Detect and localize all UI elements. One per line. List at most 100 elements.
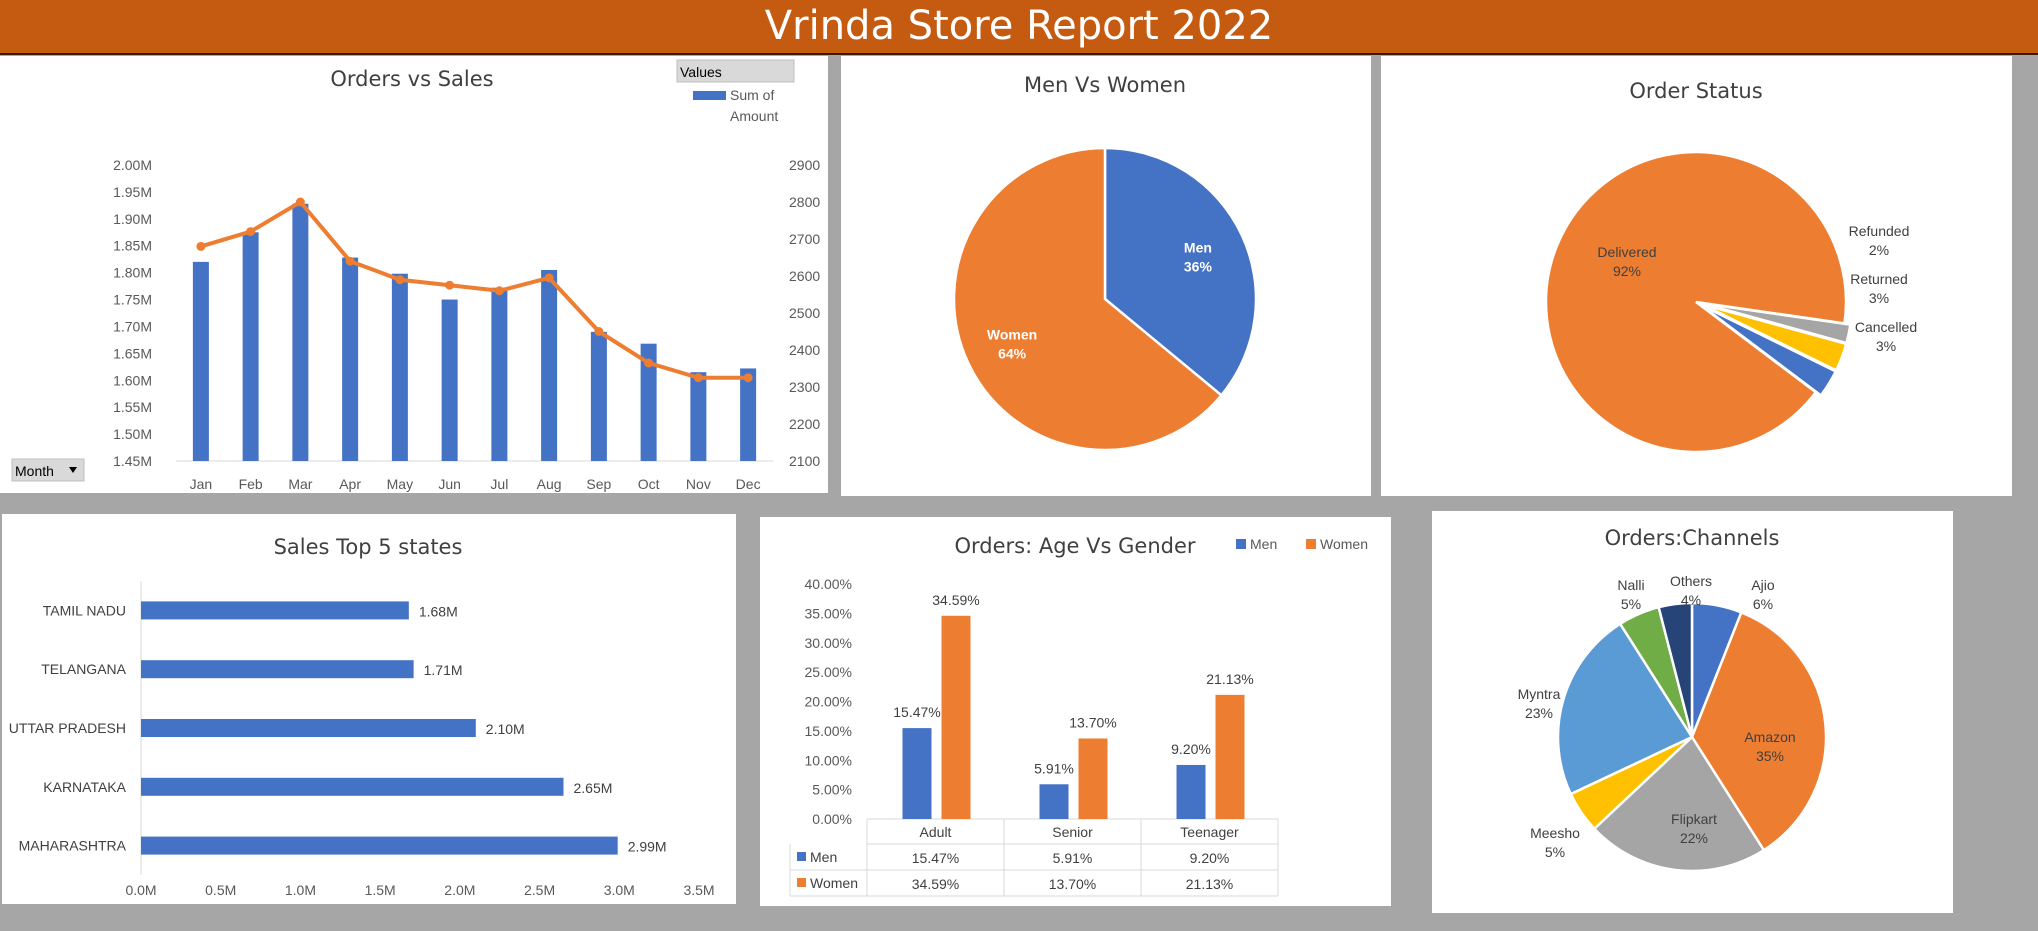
slice-pct: 35% [1756,748,1784,764]
x-tick-label: 3.0M [604,882,635,898]
y-left-tick-label: 1.55M [113,399,152,415]
y-left-tick-label: 1.85M [113,238,152,254]
orders-point [196,241,206,251]
slice-pct: 23% [1525,705,1553,721]
y-tick-label: 20.00% [805,694,852,710]
y-right-tick-label: 2700 [789,231,820,247]
y-left-tick-label: 2.00M [113,157,152,173]
slice-label: Meesho [1530,825,1580,841]
legend-swatch-women [1306,539,1316,549]
bar-state [141,719,476,737]
bar-value-label: 5.91% [1034,760,1074,776]
orders-point [345,256,355,266]
dropdown-arrow-icon[interactable] [69,467,77,473]
bar-value-label: 34.59% [932,592,979,608]
table-cell: 9.20% [1190,850,1230,866]
x-tick-label: 0.0M [125,882,156,898]
y-tick-label: 25.00% [805,664,852,680]
bar-men [902,728,932,819]
men-vs-women-panel: Men Vs Women Men 36% Women 64% [841,56,1371,496]
bar-sum-of-amount [740,368,757,461]
bar-value-label: 21.13% [1206,671,1253,687]
bar-state [141,660,414,679]
bar-state [141,777,564,796]
bar-value-label: 13.70% [1069,715,1116,731]
legend-label: Amount [730,108,778,124]
order-status-panel: Order Status Delivered 92% Refunded 2% Return… [1381,56,2012,496]
x-tick-label: Nov [686,476,711,492]
slice-label: Men [1184,239,1212,255]
slice-pct: 3% [1869,290,1889,306]
bar-sum-of-amount [590,331,607,461]
slice-label: Amazon [1744,729,1795,745]
y-tick-label: 5.00% [812,782,852,798]
chart-title: Order Status [1629,79,1762,103]
age-vs-gender-panel: Orders: Age Vs Gender Men Women 0.00% 5.00% 1… [760,517,1391,906]
x-tick-label: Jul [490,476,508,492]
table-series-label: Women [810,875,858,891]
y-left-tick-label: 1.45M [113,453,152,469]
bar-value-label: 2.99M [628,839,667,855]
bar-state [141,836,618,855]
orders-line [200,200,749,380]
bar-women [941,615,971,819]
chart-title: Sales Top 5 states [274,535,463,559]
report-title: Vrinda Store Report 2022 [0,0,2038,55]
slice-label: Returned [1850,271,1908,287]
y-tick-label: MAHARASHTRA [19,838,127,854]
order-status-chart: Order Status Delivered 92% Refunded 2% Return… [1544,79,1917,454]
y-right-tick-label: 2100 [789,453,820,469]
x-tick-label: Dec [736,476,761,492]
orders-point [544,273,554,283]
bar-sum-of-amount [342,257,359,461]
table-cell: 34.59% [912,876,959,892]
y-right-tick-label: 2200 [789,416,820,432]
top5-states-chart: Sales Top 5 states 0.0M 0.5M 1.0M 1.5M 2.0M 2.… [9,535,715,898]
bar-value-label: 1.71M [424,662,463,678]
chart-title: Men Vs Women [1024,73,1186,97]
pie-slice-amazon [1690,610,1828,852]
month-pivot-button[interactable] [11,458,85,482]
bar-value-label: 1.68M [419,603,458,619]
y-right-tick-label: 2900 [789,157,820,173]
y-left-tick-label: 1.60M [113,372,152,388]
table-cell: 13.70% [1049,876,1096,892]
slice-label: Refunded [1849,223,1910,239]
slice-label: Ajio [1751,577,1775,593]
slice-pct: 4% [1681,592,1701,608]
chart-title: Orders:Channels [1605,526,1780,550]
pie-slice-cancelled [1700,304,1838,398]
bar-value-label: 15.47% [893,704,940,720]
slice-pct: 5% [1621,596,1641,612]
slice-pct: 36% [1184,258,1213,274]
age-vs-gender-chart: Orders: Age Vs Gender Men Women 0.00% 5.00% 1… [789,534,1368,897]
y-tick-label: TAMIL NADU [43,602,126,618]
x-tick-label: Senior [1052,824,1093,840]
y-left-tick-label: 1.75M [113,292,152,308]
orders-point [693,373,703,383]
pie-slice-myntra [1556,622,1694,796]
slice-label: Nalli [1617,577,1644,593]
x-tick-label: 2.5M [524,882,555,898]
pie-slice-men [1103,146,1258,398]
channels-panel: Orders:Channels Ajio 6% Amazon 35% Flipkart 22… [1432,511,1953,913]
table-cell: 5.91% [1053,850,1093,866]
bar-women [1078,738,1108,819]
bar-sum-of-amount [491,287,508,461]
values-pivot-label: Values [680,64,722,80]
x-tick-label: 1.5M [365,882,396,898]
month-pivot-label: Month [15,463,54,479]
pie-slice-others [1657,601,1694,738]
y-tick-label: KARNATAKA [43,779,126,795]
orders-point [494,286,504,296]
x-tick-label: Jun [438,476,461,492]
bar-value-label: 9.20% [1171,741,1211,757]
slice-label: Others [1670,573,1712,589]
table-legend-key-women [797,878,806,887]
slice-pct: 22% [1680,830,1708,846]
table-cell: 15.47% [912,850,959,866]
slice-pct: 3% [1876,338,1896,354]
values-pivot-button[interactable] [676,59,795,83]
y-left-tick-label: 1.50M [113,426,152,442]
orders-point [644,358,654,368]
